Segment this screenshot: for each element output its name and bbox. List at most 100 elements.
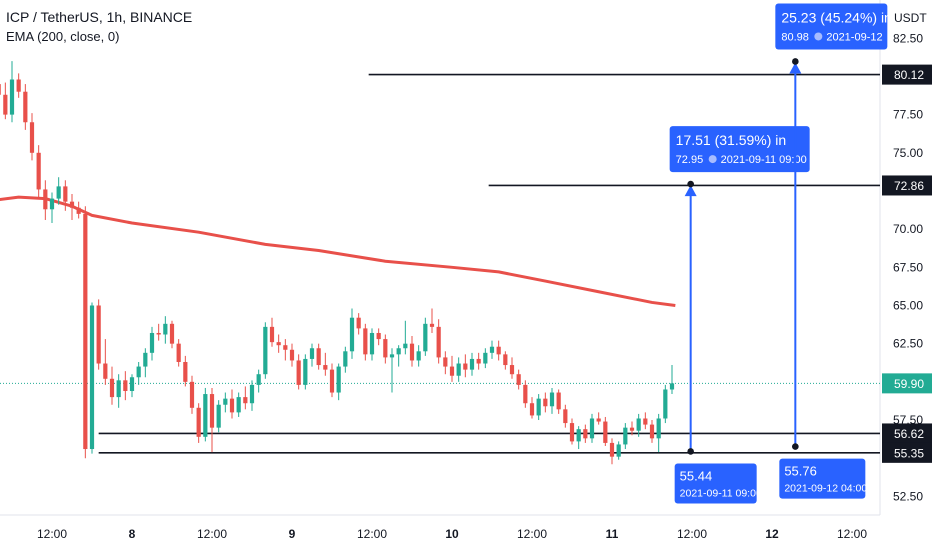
candle <box>469 352 475 376</box>
candle <box>516 369 521 390</box>
candle-body <box>516 374 521 385</box>
candle-body <box>669 383 675 390</box>
candle-body <box>463 363 468 370</box>
measure-top-value: 72.95 <box>676 154 704 166</box>
candle <box>396 345 401 367</box>
candle-body <box>109 378 115 398</box>
measure-top-date: 2021-09-11 09:00 <box>721 154 807 166</box>
candle-body <box>509 365 515 375</box>
measure-change-text: 25.23 (45.24%) in <box>781 9 892 25</box>
time-tick-label: 12:00 <box>677 527 707 541</box>
candle-body <box>223 398 228 405</box>
measure-top-box <box>669 126 810 173</box>
candle-body <box>316 348 321 366</box>
candle <box>343 346 348 373</box>
candle-body <box>323 365 328 370</box>
candle <box>63 180 68 211</box>
price-tick-label: 82.50 <box>893 31 923 45</box>
candle-body <box>203 394 208 437</box>
candle <box>496 340 501 361</box>
candle-body <box>269 326 275 343</box>
measure-top-box <box>775 3 888 50</box>
level-price-tag: 55.35 <box>882 442 932 463</box>
measure-top-value: 80.98 <box>781 31 809 43</box>
time-tick-label: 8 <box>129 527 136 541</box>
candle-body <box>356 317 361 329</box>
candle <box>529 397 535 419</box>
candle-body <box>556 392 561 410</box>
candle <box>216 400 221 433</box>
candle-body <box>169 323 175 344</box>
level-price-tag: 80.12 <box>882 64 932 85</box>
candle <box>569 418 575 445</box>
candle-body <box>423 323 428 352</box>
last-price-tag-bg <box>882 373 932 394</box>
time-tick-label: 12:00 <box>37 527 67 541</box>
candle <box>129 374 135 398</box>
candle <box>189 375 195 414</box>
level-price-tag: 56.62 <box>882 423 932 444</box>
candle <box>543 392 548 413</box>
candle <box>143 348 148 378</box>
candle <box>376 328 381 346</box>
level-tag-bg <box>882 423 932 444</box>
candle <box>9 61 15 123</box>
candle <box>643 412 648 430</box>
candle-body <box>9 79 15 115</box>
candle-body <box>616 444 621 457</box>
currency-label: USDT <box>894 11 927 25</box>
candle <box>16 73 21 98</box>
candle <box>463 354 468 378</box>
candle-body <box>416 351 421 361</box>
measure-top-point <box>687 180 694 188</box>
candle-body <box>476 358 481 364</box>
candle <box>523 380 528 408</box>
measure-top-point <box>792 58 799 65</box>
candle-body <box>163 323 168 335</box>
candle-body <box>623 427 628 445</box>
candle <box>503 351 508 370</box>
candle <box>609 438 615 465</box>
candle-body <box>289 349 295 361</box>
candle-body <box>303 358 308 385</box>
candle <box>336 363 341 401</box>
candle-body <box>629 427 635 431</box>
candles <box>0 61 675 465</box>
candle-body <box>196 407 201 437</box>
candle <box>283 339 288 361</box>
measure-bottom-value: 55.76 <box>784 464 817 479</box>
level-tag-bg <box>882 175 932 196</box>
level-tag-label: 56.62 <box>894 427 924 441</box>
candle-body <box>129 377 135 392</box>
candle <box>416 345 421 367</box>
candle-body <box>176 343 181 362</box>
candle <box>183 355 188 387</box>
measure-bottom-point <box>687 448 694 455</box>
measure-bottom-box <box>674 463 757 504</box>
candle-body <box>3 94 8 115</box>
candle <box>309 343 315 367</box>
candle <box>43 180 48 220</box>
candle <box>436 319 441 364</box>
candle-body <box>496 346 501 355</box>
candle-body <box>16 79 21 92</box>
candle-body <box>569 423 575 442</box>
time-tick-label: 11 <box>606 527 619 541</box>
candle <box>323 352 328 376</box>
level-tag-bg <box>882 64 932 85</box>
candle <box>629 421 635 436</box>
candle <box>123 371 128 401</box>
measure-bottom-box <box>779 458 866 499</box>
price-tick-label: 70.00 <box>893 222 923 236</box>
candle <box>409 336 415 367</box>
candle-body <box>283 345 288 350</box>
level-tag-label: 72.86 <box>894 179 924 193</box>
candle <box>583 424 588 443</box>
candle <box>663 384 668 424</box>
candle <box>443 351 448 375</box>
candle <box>176 339 181 367</box>
candle-body <box>436 326 441 358</box>
candle-body <box>136 366 141 378</box>
